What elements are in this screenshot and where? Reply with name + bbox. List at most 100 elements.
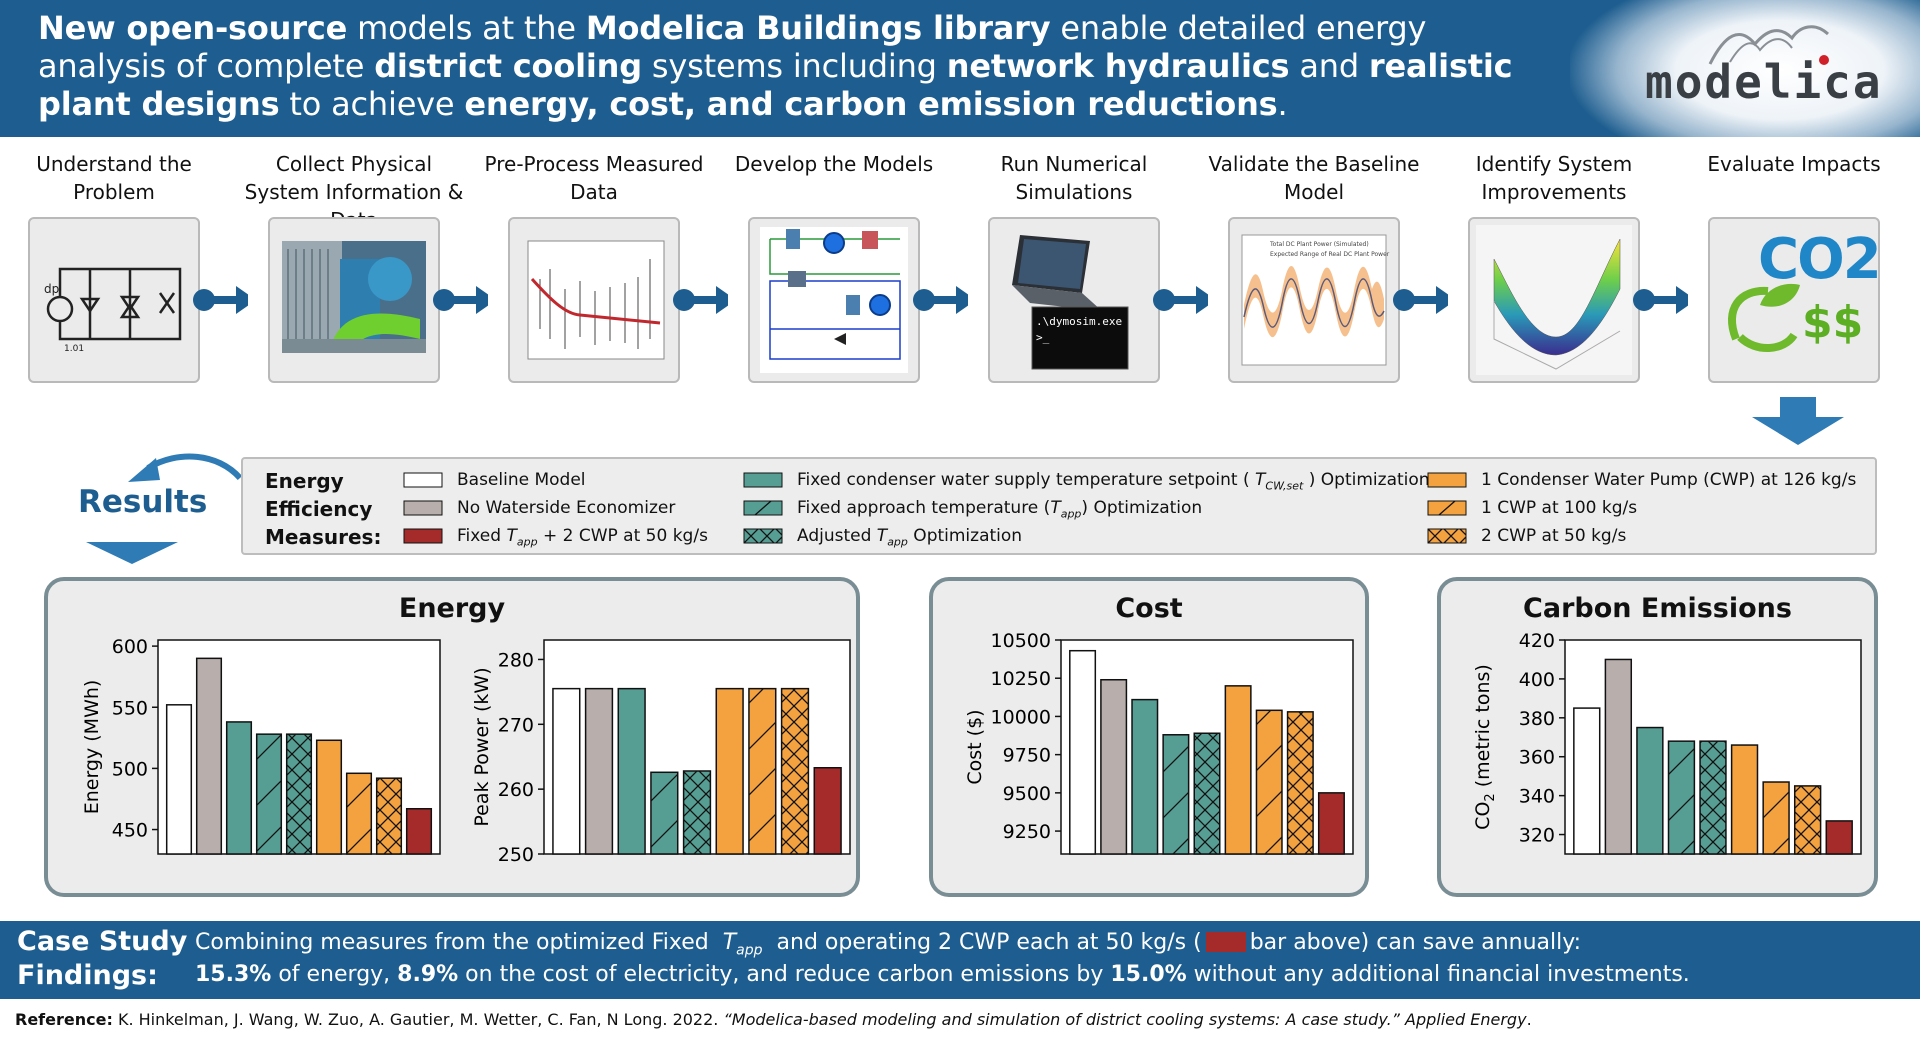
bar-hatch	[1194, 733, 1220, 854]
headline-emphasis: network hydraulics	[946, 47, 1290, 85]
legend-label: No Waterside Economizer	[457, 498, 676, 518]
schematic-sketch-icon: dp 1.01	[30, 267, 198, 381]
bar	[1730, 744, 1759, 855]
headline-emphasis: energy, cost, and carbon emission reduct…	[464, 85, 1278, 123]
step-box: .\dymosim.exe >_	[988, 217, 1160, 383]
validation-legend-text: Total DC Plant Power (Simulated)	[1270, 241, 1369, 248]
step-box: CO2 $$	[1708, 217, 1880, 383]
flow-arrow-icon	[1393, 286, 1448, 314]
logo-background	[1570, 0, 1920, 137]
bar	[1131, 698, 1159, 855]
bar	[813, 767, 842, 855]
header-banner: New open-source models at the Modelica B…	[0, 0, 1920, 137]
y-tick-label: 450	[112, 820, 148, 842]
y-tick-label: 360	[1519, 747, 1555, 769]
step-title: Understand the Problem	[36, 152, 192, 204]
bar-hatch	[1794, 785, 1821, 854]
carbon-chart: 320 340 360 380 400 420 CO2 (metric tons)	[1472, 630, 1862, 855]
carbon-panel: Carbon Emissions 320 340 360 380 400 420 CO2 (…	[1437, 577, 1878, 897]
modelica-logo: modelica	[1645, 55, 1883, 109]
bar	[225, 721, 253, 855]
bar-hatch	[1287, 711, 1314, 854]
bar-hatch	[286, 734, 312, 854]
legend-swatch	[743, 472, 783, 488]
headline-text: and	[1289, 47, 1369, 85]
flow-arrow-icon	[913, 286, 968, 314]
headline-text: models at the	[347, 9, 586, 47]
legend-heading: Energy Efficiency Measures:	[265, 469, 382, 549]
bar	[584, 687, 614, 855]
step-title: Validate the Baseline Model	[1208, 152, 1420, 204]
step-title: Pre-Process Measured Data	[484, 152, 704, 204]
headline-emphasis: realistic plant designs	[38, 47, 1513, 123]
legend-label: Fixed condenser water supply temperature…	[797, 470, 1430, 493]
y-tick-label: 10000	[991, 706, 1051, 728]
y-tick-label: 550	[112, 697, 148, 719]
cost-title: Cost	[1115, 593, 1183, 624]
bar-hatch	[376, 778, 402, 854]
y-tick-label: 280	[498, 649, 534, 671]
bar	[165, 704, 193, 855]
bar-hatch	[1163, 734, 1189, 854]
legend-swatch	[403, 500, 443, 516]
co2-money-icon	[1710, 283, 1878, 381]
bar	[315, 739, 343, 855]
step-title: Identify System Improvements	[1475, 152, 1633, 204]
legend-swatch	[403, 528, 443, 544]
bar-hatch	[256, 734, 282, 854]
step-box	[268, 217, 440, 383]
y-tick-label: 500	[112, 758, 148, 780]
headline-emphasis: district cooling	[374, 47, 642, 85]
y-axis-label: CO2 (metric tons)	[1472, 664, 1498, 830]
bar	[1100, 678, 1128, 855]
bar-hatch	[346, 773, 372, 854]
legend-label: Baseline Model	[457, 470, 586, 490]
red-bar-swatch	[1205, 932, 1246, 952]
flow-arrow-icon	[1153, 286, 1208, 314]
model-diagram-icon	[750, 227, 918, 381]
energy-title: Energy	[398, 593, 506, 624]
y-tick-label: 9250	[1003, 821, 1051, 843]
money-icon: $$	[1802, 297, 1864, 348]
bar	[1573, 707, 1601, 855]
headline-text: systems including	[641, 47, 947, 85]
findings-line-2: 15.3% of energy, 8.9% on the cost of ele…	[195, 962, 1690, 987]
bar-hatch	[650, 772, 678, 854]
y-tick-label: 9750	[1003, 745, 1051, 767]
legend-label: 1 Condenser Water Pump (CWP) at 126 kg/s	[1481, 470, 1857, 490]
bar-hatch	[781, 688, 809, 854]
laptop-terminal-icon	[990, 235, 1158, 381]
flow-arrow-icon	[1633, 286, 1688, 314]
step-title: Evaluate Impacts	[1707, 152, 1881, 176]
y-tick-label: 420	[1519, 630, 1555, 652]
energy-panel: Energy 450 500 550 600 Energy (MWh) 250 260 27…	[44, 577, 860, 897]
y-tick-label: 400	[1519, 669, 1555, 691]
bar-hatch	[683, 770, 711, 854]
bar	[1636, 726, 1664, 855]
legend-swatch	[743, 528, 783, 544]
legend-label: Fixed approach temperature (Tapp) Optimi…	[797, 498, 1203, 521]
curved-arrow-icon	[128, 453, 243, 482]
legend-swatch	[1427, 528, 1467, 544]
bar-hatch	[1763, 782, 1790, 854]
bar	[1604, 658, 1633, 855]
step-title: Run Numerical Simulations	[1000, 152, 1148, 204]
y-tick-label: 250	[498, 844, 534, 866]
validation-legend-text: Expected Range of Real DC Plant Power	[1270, 251, 1390, 258]
step-box: Total DC Plant Power (Simulated) Expected…	[1228, 217, 1400, 383]
y-tick-label: 10250	[991, 668, 1051, 690]
headline-text: enable detailed energy analysis of compl…	[38, 9, 1427, 85]
legend-swatch	[403, 472, 443, 488]
headline: New open-source models at the Modelica B…	[38, 9, 1538, 123]
bar	[1069, 649, 1097, 855]
headline-emphasis: New open-source	[38, 9, 348, 47]
bar	[1224, 685, 1252, 855]
step-box	[748, 217, 920, 383]
cost-panel: Cost 9250 9500 9750 10000 10250 10500 Cost ($)	[929, 577, 1369, 897]
y-tick-label: 320	[1519, 825, 1555, 847]
svg-text:dp: dp	[44, 282, 59, 296]
energy-chart: 450 500 550 600 Energy (MWh)	[81, 636, 441, 855]
surface-plot-icon	[1470, 225, 1638, 381]
y-tick-label: 9500	[1003, 783, 1051, 805]
